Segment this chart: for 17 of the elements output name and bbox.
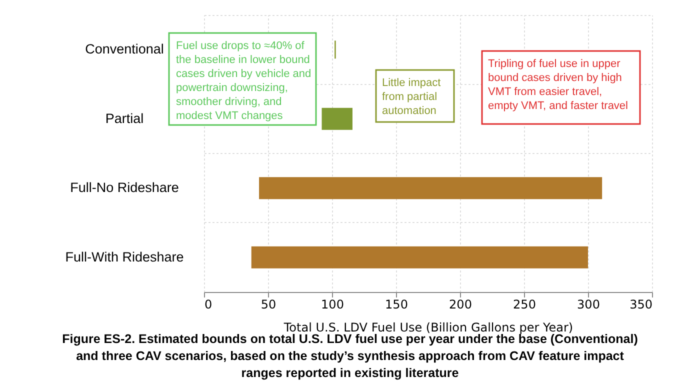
x-tick-label: 0 [204, 298, 212, 312]
annotation: Little impact from partial automation [382, 77, 441, 117]
x-tick-label: 150 [385, 298, 408, 312]
x-tick-label: 250 [513, 298, 536, 312]
text: Figure ES-2. Estimated bounds on total U.S. LDV fuel use per year under the base (Conventional) and three CAV scenarios, based on the study’s synthesis approach from CAV feature impact ranges reported in existing literature [62, 332, 638, 380]
x-tick-label: 50 [260, 298, 276, 312]
annotation: Tripling of fuel use in upper bound cases driven by high VMT from easier travel, empty VMT, and faster travel [488, 58, 628, 112]
y-tick-label: Full-With Rideshare [65, 249, 184, 264]
y-tick-label: Partial [105, 110, 144, 126]
annotation: Fuel use drops to ≈40% of the baseline in lower bound cases driven by vehicle and powertrain downsizing, smoother driving, and modest VMT changes [176, 40, 312, 122]
x-tick-label: 100 [321, 298, 344, 312]
x-tick-label: 350 [630, 298, 652, 312]
x-tick-label: 300 [577, 298, 600, 312]
x-axis-title: Total U.S. LDV Fuel Use (Billion Gallons per Year) [282, 320, 574, 334]
y-tick-label: Full-No Rideshare [70, 180, 179, 196]
x-tick-label: 200 [449, 298, 472, 312]
y-tick-label: Conventional [85, 42, 164, 57]
